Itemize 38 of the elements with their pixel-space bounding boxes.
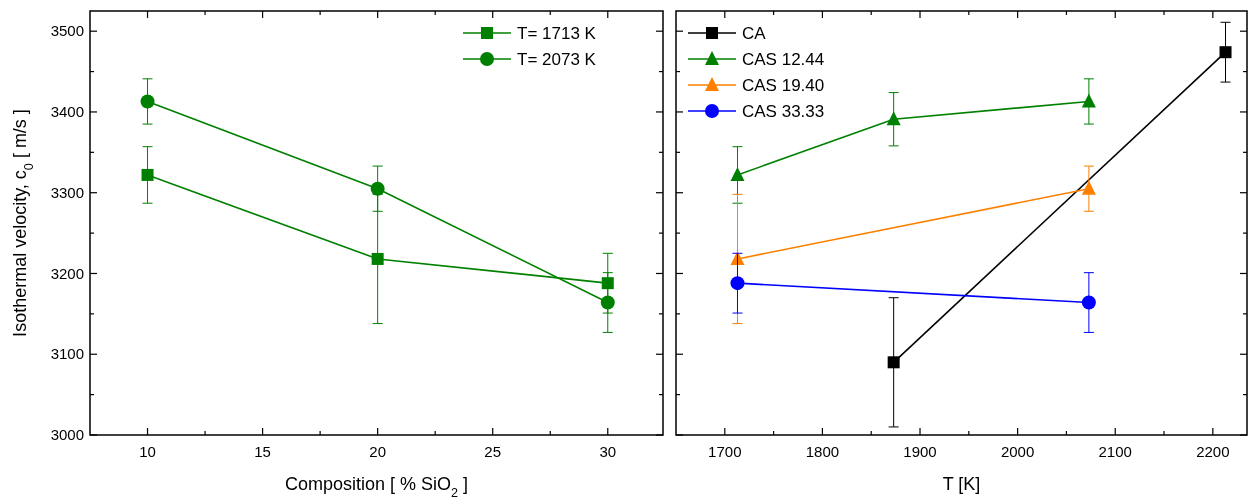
- point: [601, 277, 614, 290]
- legend-label: T= 1713 K: [517, 24, 597, 43]
- legend-label: CAS 12.44: [742, 50, 825, 69]
- x-tick-label: 10: [139, 443, 156, 460]
- legend-label: CA: [742, 24, 767, 43]
- x-tick-label: 25: [484, 443, 502, 460]
- y-tick-label: 3100: [50, 345, 84, 363]
- point: [1081, 93, 1096, 108]
- x-tick-label: 15: [254, 443, 271, 460]
- y-tick-label: 3400: [50, 103, 84, 121]
- point: [730, 276, 745, 291]
- y-tick-label: 3300: [50, 183, 84, 201]
- point: [887, 356, 900, 369]
- point: [371, 252, 384, 265]
- legend-label: CAS 19.40: [742, 76, 825, 95]
- legend-label: CAS 33.33: [742, 102, 825, 121]
- x-tick-label: 2200: [1196, 443, 1230, 460]
- point: [600, 295, 615, 310]
- x-tick-label: 2100: [1098, 443, 1132, 460]
- x-tick-label: 20: [369, 443, 386, 460]
- point: [141, 168, 154, 181]
- point: [370, 181, 385, 196]
- legend-label: T= 2073 K: [517, 50, 597, 69]
- y-tick-label: 3200: [50, 264, 84, 282]
- x-tick-label: 1700: [708, 443, 742, 460]
- x-tick-label: 1800: [805, 443, 840, 460]
- point: [1081, 295, 1096, 310]
- point: [1219, 46, 1232, 59]
- x-axis-title: Composition [ % SiO$_{2}$ ]: [284, 474, 469, 500]
- point: [886, 111, 901, 126]
- y-tick-label: 3000: [50, 426, 84, 444]
- x-tick-label: 30: [599, 443, 617, 460]
- y-tick-label: 3500: [50, 22, 84, 40]
- x-axis-title: T [K]: [942, 474, 981, 494]
- x-tick-label: 1900: [903, 443, 937, 460]
- x-tick-label: 2000: [1000, 443, 1035, 460]
- point: [140, 94, 155, 109]
- point: [730, 166, 745, 181]
